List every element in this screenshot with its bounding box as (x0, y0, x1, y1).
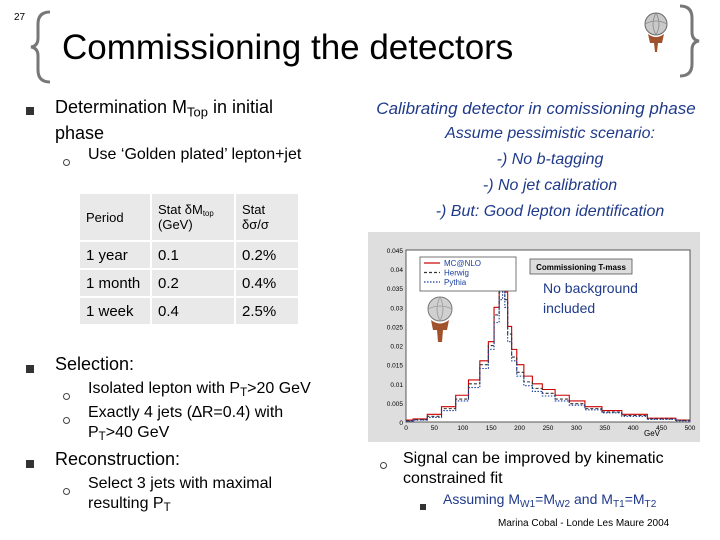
x-tick-label: 450 (656, 425, 667, 432)
selection-heading: Selection: (55, 354, 135, 374)
x-tick-label: 150 (486, 425, 497, 432)
bullet-circle-icon (63, 153, 70, 171)
left-brace (30, 10, 51, 84)
table-cell: 0.4 (150, 296, 236, 326)
table-cell: 2.5% (234, 296, 300, 326)
y-tick-label: 0 (399, 420, 403, 427)
table-cell: 0.4% (234, 268, 300, 298)
bullet-circle-icon (380, 456, 387, 474)
x-tick-label: 0 (404, 425, 408, 432)
table-header-row: Period Stat δMtop (GeV) Stat δσ/σ (78, 192, 300, 242)
assume-line: Assume pessimistic scenario: (445, 125, 655, 142)
no-btag-line: -) No b-tagging (496, 151, 604, 168)
table-cell: 0.2% (234, 240, 300, 270)
no-background-note: No background included (543, 280, 638, 316)
table-cell: 1 year (78, 240, 152, 270)
footer-author: Marina Cobal - Londe Les Maure 2004 (498, 518, 670, 529)
y-tick-label: 0.04 (390, 267, 403, 274)
slide-title: Commissioning the detectors (62, 28, 514, 67)
bullet-square-icon (26, 360, 34, 378)
atlas-figure-icon (427, 296, 453, 342)
x-tick-label: 100 (457, 425, 468, 432)
stat-table: Period Stat δMtop (GeV) Stat δσ/σ 1 year … (78, 192, 300, 326)
table-row: 1 month 0.2 0.4% (78, 268, 300, 298)
series-line-mcnlo (406, 274, 690, 421)
y-tick-label: 0.005 (387, 401, 404, 408)
table-cell: 0.2 (150, 268, 236, 298)
legend-label: MC@NLO (444, 259, 481, 268)
t-mass-chart: 0.045 0.04 0.035 0.03 0.025 0.02 0.015 0.01 0.00… (387, 248, 696, 438)
bullet-square-icon (26, 455, 34, 473)
y-tick-label: 0.01 (390, 382, 403, 389)
x-axis-label: GeV (644, 429, 661, 438)
series-line-pythia (406, 291, 690, 422)
bullet-circle-icon (63, 482, 70, 500)
calibration-heading: Calibrating detector in comissioning pha… (376, 99, 696, 118)
y-tick-label: 0.02 (390, 344, 403, 351)
slide-number: 27 (14, 12, 26, 23)
determination-bullet: Determination MTop in initial phase (55, 97, 273, 143)
chart-title-box (529, 258, 633, 275)
signal-improved-item: Signal can be improved by kinematic const… (403, 450, 664, 487)
y-tick-label: 0.045 (387, 248, 404, 255)
right-brace (679, 4, 700, 78)
table-header-stat-mtop: Stat δMtop (GeV) (150, 192, 236, 242)
bullet-circle-icon (63, 411, 70, 429)
x-tick-label: 250 (543, 425, 554, 432)
x-tick-label: 200 (514, 425, 525, 432)
assuming-masses-item: Assuming MW1=MW2 and MT1=MT2 (443, 491, 657, 510)
reconstruction-heading: Reconstruction: (55, 449, 181, 469)
four-jets-item: Exactly 4 jets (∆R=0.4) with PT>40 GeV (88, 404, 284, 444)
bullet-square-icon (420, 497, 426, 515)
chart-title: Commissioning T-mass (536, 263, 626, 272)
x-tick-label: 400 (628, 425, 639, 432)
legend-label: Pythia (444, 278, 467, 287)
table-cell: 1 month (78, 268, 152, 298)
golden-plated-item: Use ‘Golden plated’ lepton+jet (88, 146, 302, 163)
y-tick-label: 0.025 (387, 324, 404, 331)
x-tick-label: 350 (599, 425, 610, 432)
table-row: 1 week 0.4 2.5% (78, 296, 300, 326)
bullet-square-icon (26, 102, 34, 120)
table-cell: 0.1 (150, 240, 236, 270)
isolated-lepton-item: Isolated lepton with PT>20 GeV (88, 380, 311, 400)
y-tick-label: 0.035 (387, 286, 404, 293)
no-jet-calibration-line: -) No jet calibration (482, 177, 618, 194)
legend-label: Herwig (444, 269, 469, 278)
y-tick-label: 0.015 (387, 363, 404, 370)
table-row: 1 year 0.1 0.2% (78, 240, 300, 270)
select-jets-item: Select 3 jets with maximal resulting PT (88, 475, 273, 515)
bullet-circle-icon (63, 387, 70, 405)
x-tick-label: 300 (571, 425, 582, 432)
table-header-stat-sigma: Stat δσ/σ (234, 192, 300, 242)
table-header-period: Period (78, 192, 152, 242)
x-tick-label: 500 (685, 425, 696, 432)
table-cell: 1 week (78, 296, 152, 326)
chart-panel: 0.045 0.04 0.035 0.03 0.025 0.02 0.015 0.01 0.00… (368, 232, 700, 442)
atlas-logo-icon (644, 12, 668, 52)
good-lepton-line: -) But: Good lepton identification (435, 203, 665, 220)
x-tick-label: 50 (431, 425, 439, 432)
y-tick-label: 0.03 (390, 305, 403, 312)
